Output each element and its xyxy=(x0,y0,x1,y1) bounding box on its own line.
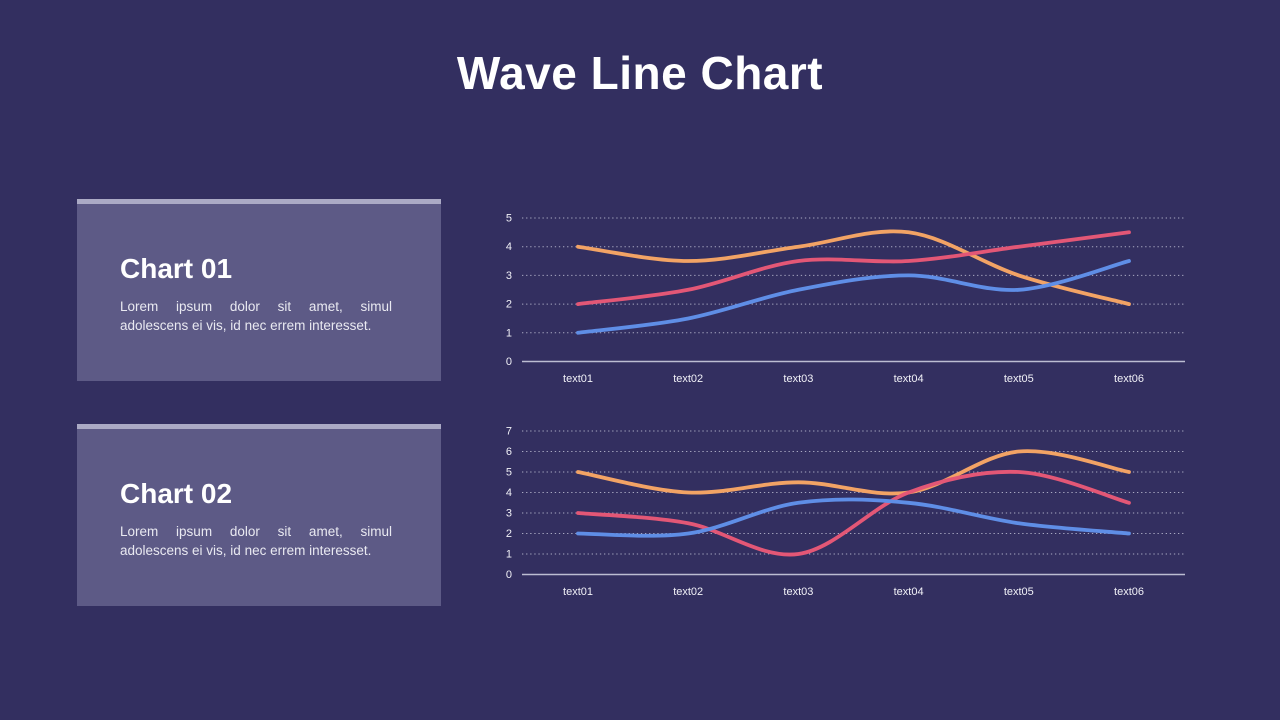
x-tick-label: text04 xyxy=(894,373,924,385)
y-tick-label: 4 xyxy=(506,487,512,499)
series-pink-line xyxy=(576,469,1131,557)
x-tick-label: text06 xyxy=(1114,586,1144,598)
x-tick-label: text02 xyxy=(673,373,703,385)
y-tick-label: 1 xyxy=(506,549,512,561)
series-orange-line xyxy=(576,449,1131,496)
card-chart-01: Chart 01 Lorem ipsum dolor sit amet, sim… xyxy=(77,199,441,381)
card-01-body: Lorem ipsum dolor sit amet, simul adoles… xyxy=(120,299,392,333)
card-chart-02: Chart 02 Lorem ipsum dolor sit amet, sim… xyxy=(77,424,441,606)
series-blue-line xyxy=(576,497,1131,538)
y-tick-label: 0 xyxy=(506,356,512,368)
y-tick-label: 5 xyxy=(506,467,512,479)
line-chart-01: 0 1 2 3 4 5 text01 text02 text03 text04 text05 text… xyxy=(500,205,1190,395)
y-tick-label: 3 xyxy=(506,508,512,520)
series-orange-line xyxy=(576,229,1131,306)
y-tick-label: 2 xyxy=(506,299,512,311)
x-tick-label: text03 xyxy=(783,586,813,598)
slide-title: Wave Line Chart xyxy=(456,47,824,99)
x-tick-label: text05 xyxy=(1004,373,1034,385)
line-chart-02: 0 1 2 3 4 5 6 7 text01 text02 text03 text04 text05 te… xyxy=(500,418,1190,608)
chart-svg: 0 1 2 3 4 5 text01 text02 text03 text04 text05 text… xyxy=(506,213,1185,385)
series-blue-line xyxy=(576,259,1131,335)
y-tick-label: 3 xyxy=(506,270,512,282)
x-tick-label: text02 xyxy=(673,586,703,598)
x-tick-label: text01 xyxy=(563,586,593,598)
card-01-title: Chart 01 xyxy=(120,253,233,284)
y-tick-label: 6 xyxy=(506,446,512,458)
x-tick-label: text06 xyxy=(1114,373,1144,385)
chart-svg: 0 1 2 3 4 5 6 7 text01 text02 text03 text04 text05 te… xyxy=(506,426,1185,598)
card-02-body: Lorem ipsum dolor sit amet, simul adoles… xyxy=(120,524,392,558)
y-tick-label: 7 xyxy=(506,426,512,438)
x-tick-label: text05 xyxy=(1004,586,1034,598)
y-tick-label: 5 xyxy=(506,213,512,225)
x-tick-label: text01 xyxy=(563,373,593,385)
y-tick-label: 0 xyxy=(506,569,512,581)
series-pink-line xyxy=(576,230,1131,306)
x-tick-label: text03 xyxy=(783,373,813,385)
x-tick-label: text04 xyxy=(894,586,924,598)
y-tick-label: 1 xyxy=(506,327,512,339)
card-02-title: Chart 02 xyxy=(120,478,233,509)
y-tick-label: 2 xyxy=(506,528,512,540)
y-tick-label: 4 xyxy=(506,241,512,253)
